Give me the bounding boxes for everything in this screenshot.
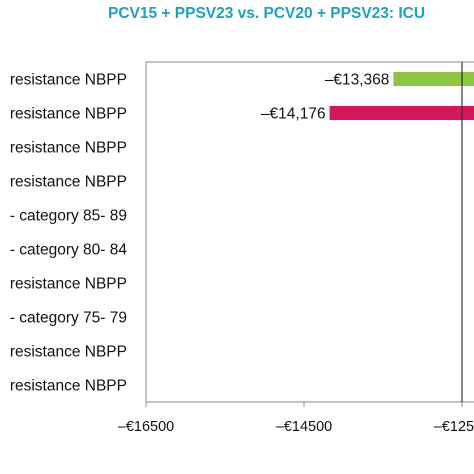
data-label: –€13,368 [325,72,390,89]
value-labels: –€13,368–€14,176–€11,298–€9912–€8412–€83… [261,72,390,123]
data-label: –€14,176 [261,106,326,123]
category-label: resistance NBPP [10,378,127,395]
category-label: resistance NBPP [10,140,127,157]
category-label: resistance NBPP [10,106,127,123]
bars-group [329,72,474,120]
chart-title: PCV15 + PPSV23 vs. PCV20 + PPSV23: ICU [108,5,426,22]
category-label: - category 75- 79 [10,310,127,327]
bar [329,106,474,120]
x-tick-label: –€14500 [276,419,332,435]
x-tick-label: –€16500 [118,419,174,435]
category-label: resistance NBPP [10,174,127,191]
x-axis: –€16500–€14500–€12500–€10500–€8500 [118,402,474,435]
category-label: - category 85- 89 [10,208,127,225]
plot-area [145,61,474,403]
category-labels: resistance NBPP resistance NBPP resistance… [10,72,128,395]
category-label: resistance NBPP [10,344,127,361]
category-label: - category 80- 84 [10,242,128,259]
category-label: resistance NBPP [10,72,127,89]
bar [393,72,474,86]
category-label: resistance NBPP [10,276,127,293]
x-tick-label: –€12500 [434,419,474,435]
